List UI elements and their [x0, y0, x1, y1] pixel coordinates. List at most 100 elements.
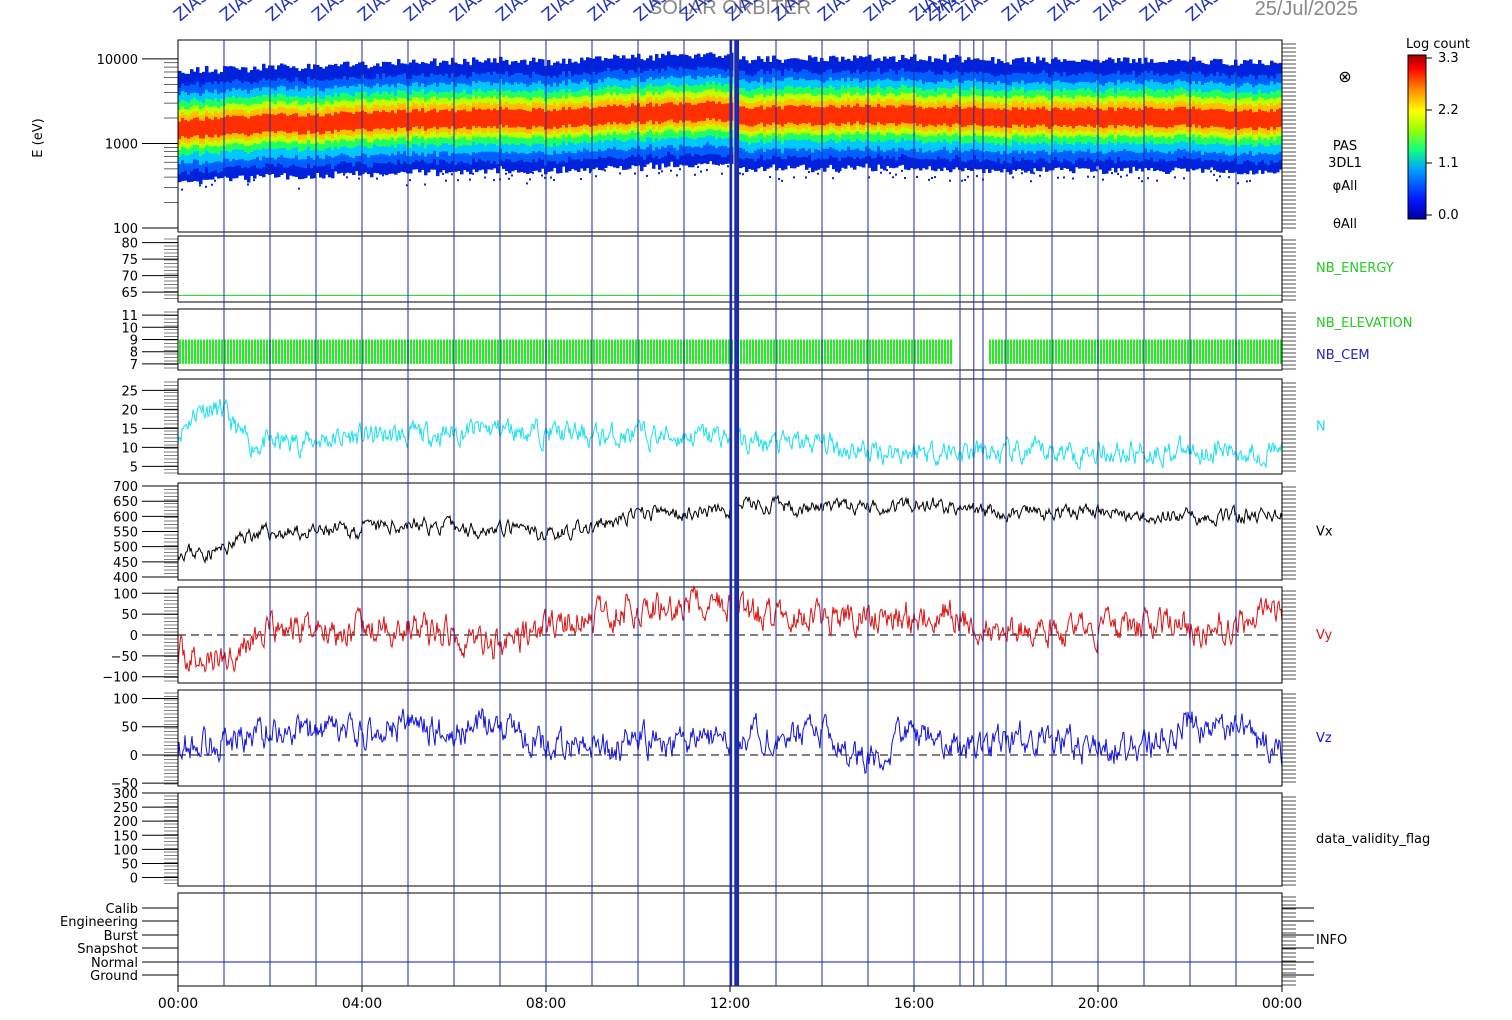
- nb-elevation-bar: [659, 339, 661, 364]
- spectrogram-cell: [1000, 109, 1004, 128]
- spectrogram-cell: [670, 102, 674, 120]
- panel-label: Vy: [1316, 628, 1333, 643]
- nb-elevation-bar: [1253, 339, 1255, 364]
- spectrogram-cell: [601, 106, 605, 126]
- nb-elevation-bar: [1232, 339, 1234, 364]
- nb-elevation-bar: [410, 339, 412, 364]
- nb-elevation-bar: [1205, 339, 1207, 364]
- nb-elevation-bar: [1280, 339, 1282, 364]
- spectrogram-speckle: [358, 177, 360, 180]
- spectrogram-cell: [481, 109, 485, 128]
- nb-elevation-bar: [752, 339, 754, 364]
- spectrogram-cell: [550, 111, 554, 130]
- nb-elevation-bar: [1148, 339, 1150, 364]
- nb-elevation-bar: [461, 339, 463, 364]
- spectrogram-speckle: [508, 177, 510, 180]
- spectrogram-speckle: [1063, 176, 1065, 179]
- spectrogram-cell: [259, 115, 263, 134]
- nb-elevation-bar: [308, 339, 310, 364]
- nb-elevation-bar: [1079, 339, 1081, 364]
- nb-elevation-bar: [605, 339, 607, 364]
- spectrogram-cell: [529, 111, 533, 130]
- spectrogram-cell: [457, 110, 461, 129]
- spectrogram-cell: [349, 112, 353, 131]
- spectrogram-speckle: [529, 178, 531, 181]
- nb-elevation-bar: [335, 339, 337, 364]
- y-tick-label: 50: [121, 721, 138, 736]
- nb-elevation-bar: [677, 339, 679, 364]
- nb-elevation-bar: [635, 339, 637, 364]
- nb-elevation-bar: [899, 339, 901, 364]
- nb-elevation-bar: [566, 339, 568, 364]
- spectrogram-cell: [574, 109, 578, 128]
- nb-elevation-bar: [590, 339, 592, 364]
- colorbar-tick-label: 3.3: [1438, 51, 1459, 66]
- spectrogram-cell: [1231, 111, 1235, 129]
- spectrogram-cell: [676, 105, 680, 124]
- spectrogram-speckle: [1210, 170, 1212, 173]
- spectrogram-cell: [382, 110, 386, 128]
- event-marker-label: ZIAS: [860, 0, 903, 26]
- nb-elevation-bar: [497, 339, 499, 364]
- nb-elevation-bar: [935, 339, 937, 364]
- nb-elevation-bar: [1178, 339, 1180, 364]
- spectrogram-cell: [562, 106, 566, 126]
- spectrogram-cell: [937, 107, 941, 125]
- spectrogram-speckle: [769, 176, 771, 179]
- nb-elevation-bar: [326, 339, 328, 364]
- spectrogram-cell: [1189, 109, 1193, 128]
- spectrogram-cell: [325, 113, 329, 132]
- nb-elevation-bar: [1145, 339, 1147, 364]
- spectrogram-cell: [1183, 106, 1187, 125]
- y-tick-label: 450: [113, 556, 138, 571]
- nb-elevation-bar: [374, 339, 376, 364]
- nb-elevation-bar: [611, 339, 613, 364]
- nb-elevation-bar: [674, 339, 676, 364]
- spectrogram-cell: [1057, 108, 1061, 127]
- info-state-label: Ground: [90, 969, 138, 984]
- spectrogram-cell: [1219, 109, 1223, 128]
- spectrogram-speckle: [1237, 182, 1239, 185]
- spectrogram-cell: [799, 105, 803, 124]
- spectrogram-cell: [532, 107, 536, 126]
- nb-elevation-bar: [743, 339, 745, 364]
- nb-elevation-bar: [290, 339, 292, 364]
- spectrogram-cell: [754, 107, 758, 126]
- nb-elevation-bar: [824, 339, 826, 364]
- spectrogram-cell: [1093, 109, 1097, 128]
- nb-elevation-bar: [257, 339, 259, 364]
- nb-elevation-bar: [296, 339, 298, 364]
- nb-elevation-bar: [434, 339, 436, 364]
- spectrogram-cell: [1192, 106, 1196, 125]
- spectrogram-cell: [286, 115, 290, 134]
- nb-elevation-bar: [1007, 339, 1009, 364]
- event-marker-lines: [223, 40, 1237, 986]
- nb-elevation-bar: [341, 339, 343, 364]
- nb-elevation-bar: [1106, 339, 1108, 364]
- nb-elevation-bar: [608, 339, 610, 364]
- spectrogram-cell: [1021, 107, 1025, 125]
- spectrogram-speckle: [544, 176, 546, 179]
- spectrogram-cell: [262, 113, 266, 132]
- spectrogram-cell: [1144, 106, 1148, 125]
- nb-elevation-bar: [389, 339, 391, 364]
- spectrogram-cell: [1141, 109, 1145, 128]
- nb-elevation-bar: [941, 339, 943, 364]
- spectrogram-cell: [832, 105, 836, 124]
- spectrogram-cell: [1237, 111, 1241, 131]
- nb-elevation-bar: [593, 339, 595, 364]
- spectrogram-cell: [280, 112, 284, 131]
- n-panel: 25 20 15 10 5 N: [121, 378, 1326, 475]
- nb-elevation-bar: [773, 339, 775, 364]
- spectrogram-speckle: [886, 169, 888, 172]
- spectrogram-cell: [1126, 107, 1130, 126]
- spectrogram-cell: [547, 110, 551, 129]
- nb-elevation-bar: [254, 339, 256, 364]
- nb-elevation-bar: [1256, 339, 1258, 364]
- spectrogram-cell: [250, 116, 254, 135]
- nb-elevation-bar: [266, 339, 268, 364]
- event-marker-labels: ZIAS ZIAS ZIAS ZIAS ZIAS ZIAS ZIAS ZIAS ZIAS ZIAS…: [170, 0, 1225, 26]
- spectrogram-cell: [868, 105, 872, 124]
- header: SOLAR ORBITER 25/Jul/2025 ZIAS ZIAS ZIAS ZI…: [170, 0, 1358, 26]
- spectrogram-cell: [655, 103, 659, 122]
